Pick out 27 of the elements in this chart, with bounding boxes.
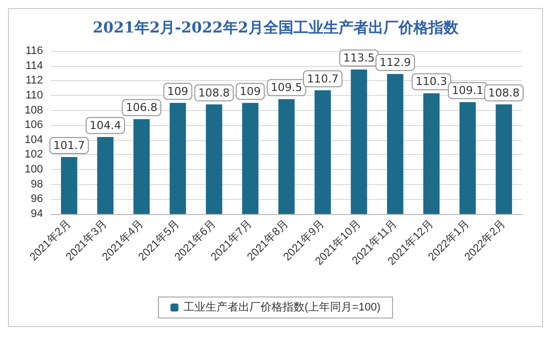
data-label: 109.1 [452, 84, 484, 98]
data-label: 101.7 [53, 138, 85, 152]
data-label: 104.4 [90, 118, 122, 132]
y-tick-label: 94 [30, 208, 43, 220]
data-label: 113.5 [343, 52, 375, 65]
y-tick-label: 96 [30, 193, 43, 206]
y-tick-label: 100 [24, 164, 43, 176]
data-label: 108.8 [488, 86, 520, 100]
y-tick-label: 106 [24, 119, 43, 132]
chart-title: 2021年2月-2022年2月全国工业生产者出厂价格指数 [92, 18, 460, 36]
data-label: 106.8 [126, 101, 158, 114]
y-tick-label: 98 [30, 178, 43, 190]
data-label: 109 [240, 84, 261, 98]
y-tick-label: 104 [24, 134, 43, 146]
y-tick-label: 114 [25, 60, 43, 72]
y-tick-label: 108 [24, 104, 43, 116]
data-label: 112.9 [379, 56, 411, 69]
data-label: 109.5 [270, 81, 302, 94]
data-label: 109 [167, 84, 188, 98]
legend-label: 工业生产者出厂价格指数(上年同月=100) [183, 300, 381, 314]
data-label: 108.8 [198, 86, 230, 100]
data-label: 110.3 [416, 75, 448, 88]
y-tick-label: 102 [24, 148, 43, 161]
y-tick-label: 110 [25, 89, 43, 102]
y-tick-label: 116 [25, 45, 43, 57]
data-label: 110.7 [306, 72, 338, 86]
y-tick-label: 112 [25, 74, 43, 87]
